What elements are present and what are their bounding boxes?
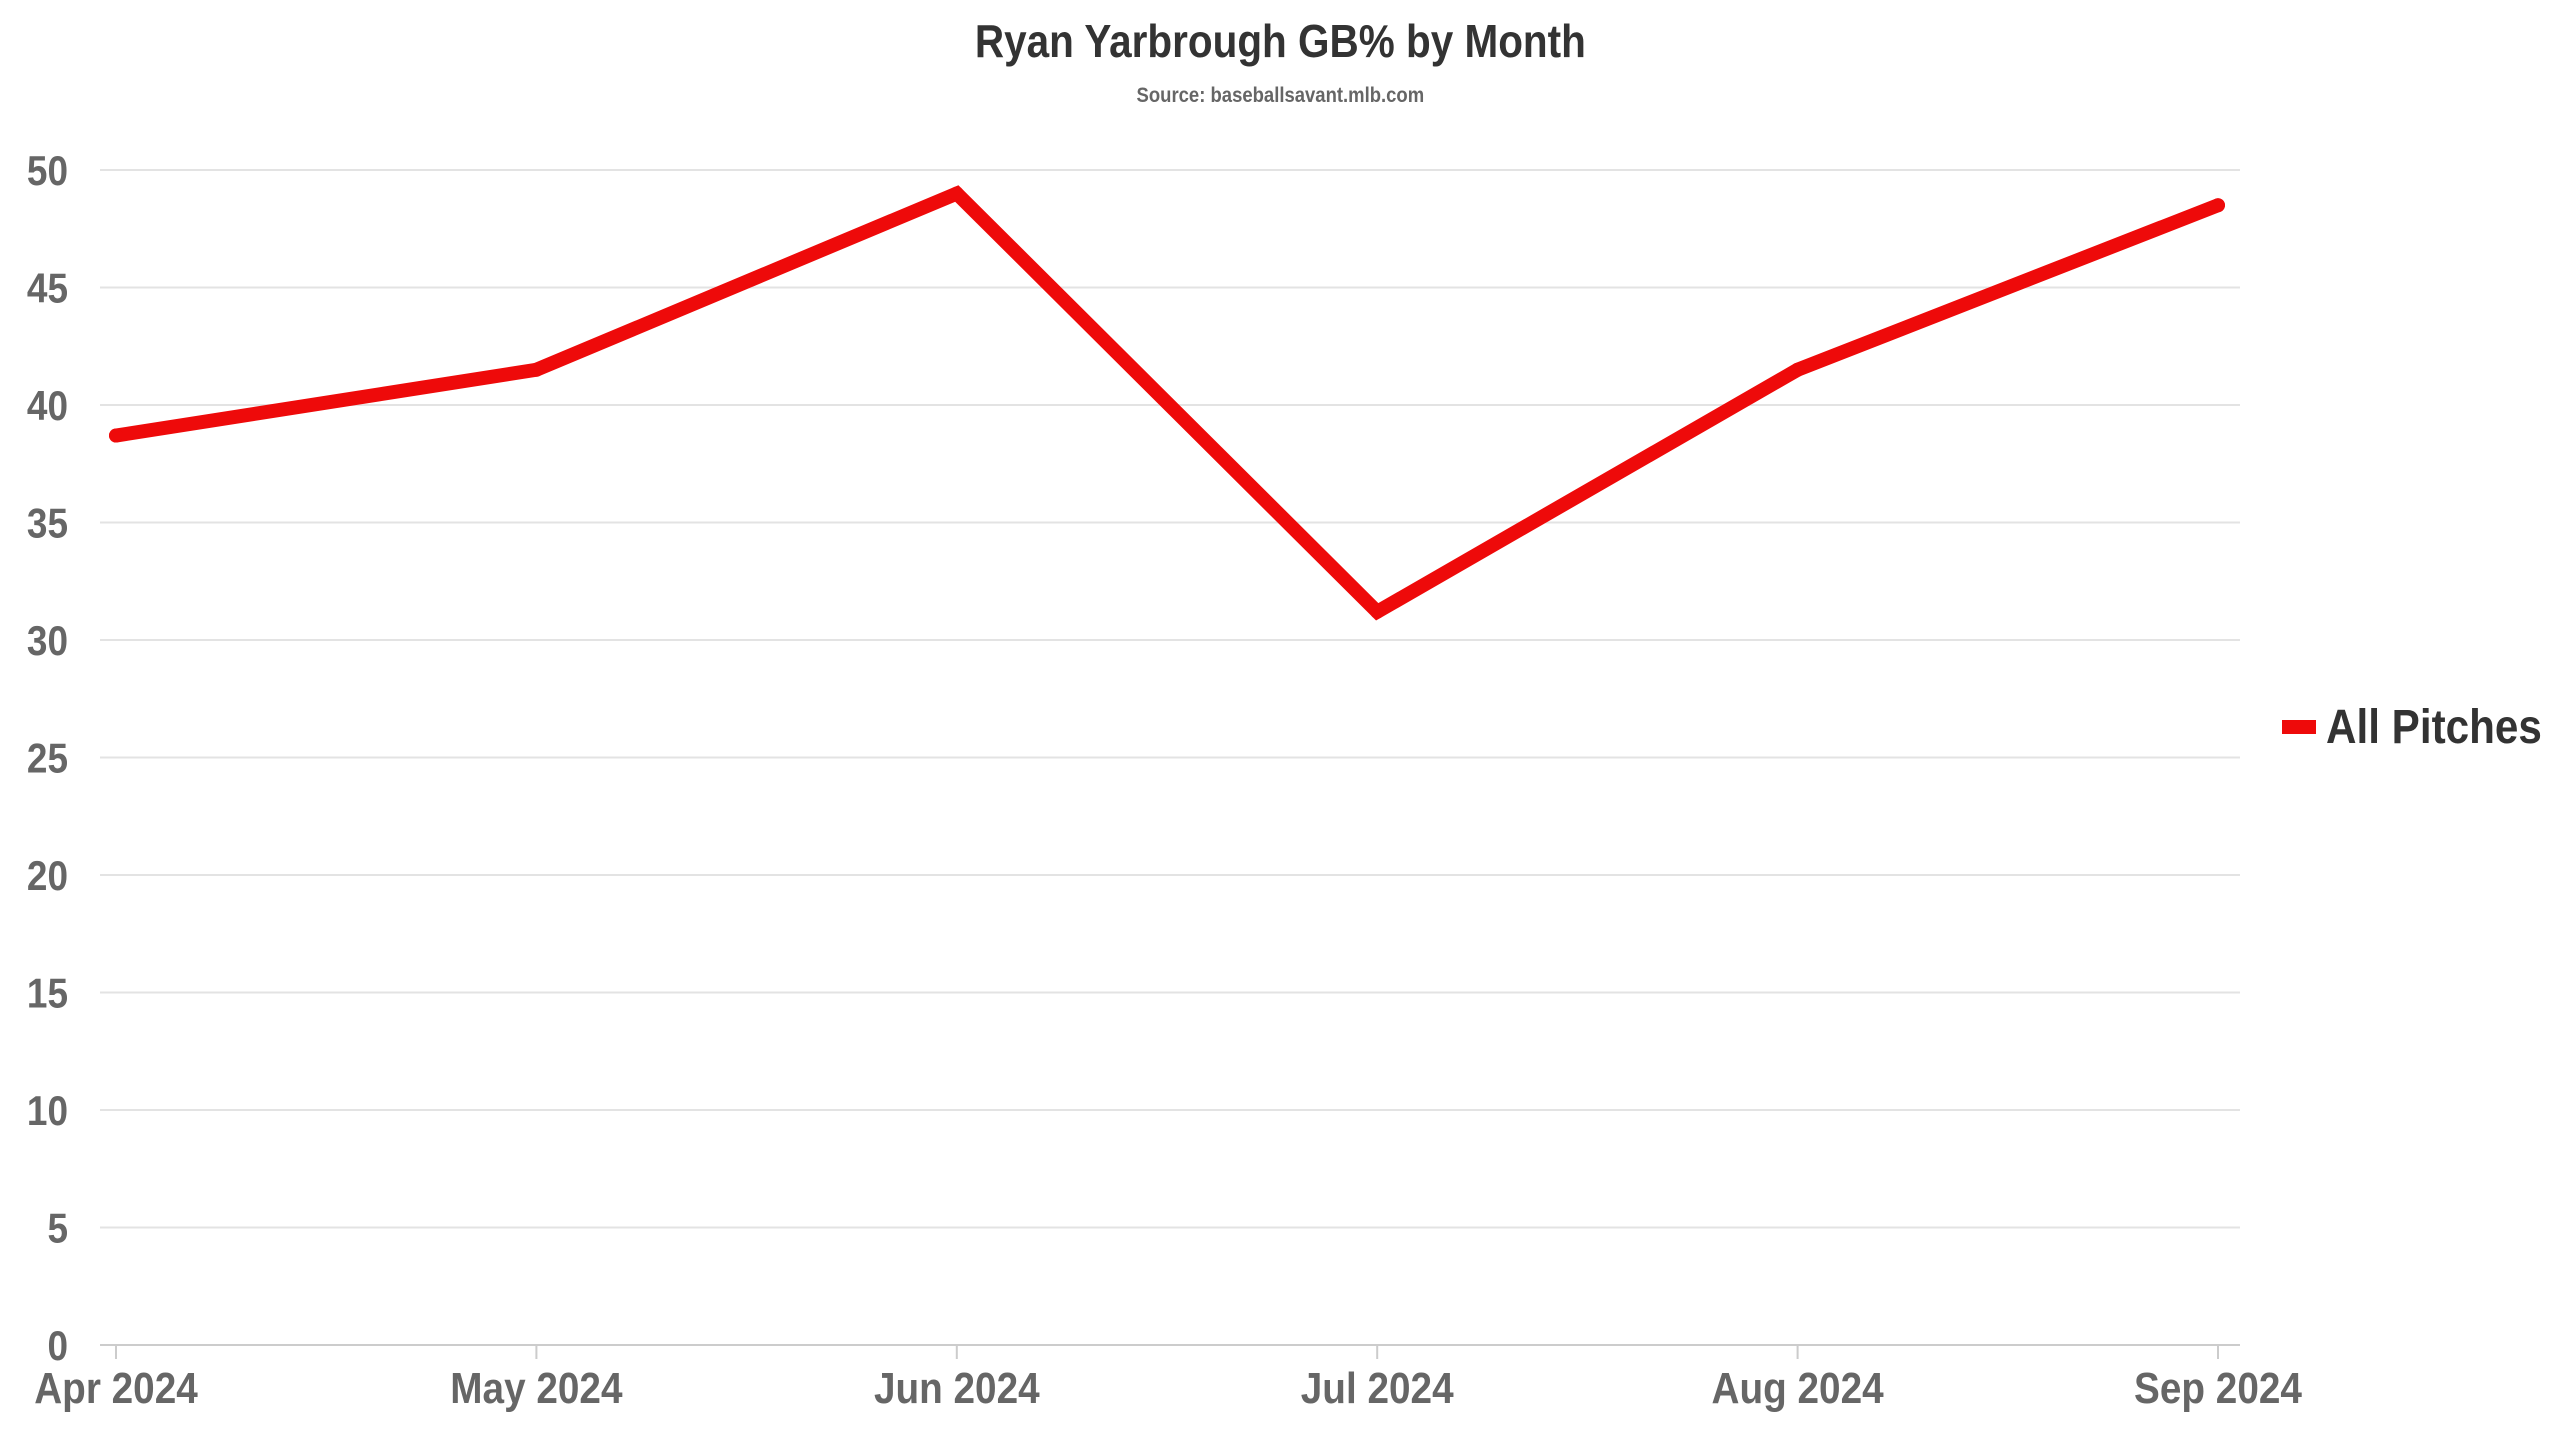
x-tick-label: Jul 2024	[1301, 1363, 1454, 1413]
y-tick-label: 40	[27, 383, 68, 430]
chart-title: Ryan Yarbrough GB% by Month	[974, 15, 1586, 67]
data-point[interactable]	[529, 362, 544, 377]
y-tick-label: 5	[47, 1205, 68, 1252]
y-tick-label: 10	[27, 1088, 68, 1135]
data-point[interactable]	[1370, 604, 1385, 619]
gridlines	[100, 169, 2240, 1229]
x-tick-label: Sep 2024	[2134, 1363, 2302, 1413]
data-point[interactable]	[1790, 362, 1805, 377]
legend[interactable]: All Pitches	[2282, 699, 2542, 754]
x-tick-label: May 2024	[450, 1363, 622, 1413]
y-axis-tick-labels: 0 5 10 15 20 25 30 35 40 45 50	[27, 148, 68, 1370]
x-tick-label: Apr 2024	[34, 1363, 198, 1413]
y-tick-label: 0	[47, 1323, 68, 1370]
y-tick-label: 15	[27, 970, 68, 1017]
chart-subtitle: Source: baseballsavant.mlb.com	[1136, 84, 1425, 107]
y-tick-label: 25	[27, 735, 68, 782]
x-tick-label: Aug 2024	[1712, 1363, 1884, 1413]
y-tick-label: 30	[27, 618, 68, 665]
data-point[interactable]	[109, 428, 123, 443]
y-tick-label: 35	[27, 500, 68, 547]
x-axis	[100, 1344, 2240, 1359]
legend-swatch	[2282, 720, 2316, 734]
legend-label: All Pitches	[2326, 699, 2542, 753]
y-tick-label: 20	[27, 853, 68, 900]
series-lines	[109, 185, 2225, 621]
y-tick-label: 50	[27, 148, 68, 195]
data-point[interactable]	[2211, 198, 2225, 213]
data-point[interactable]	[949, 186, 964, 201]
series-line-all-pitches[interactable]	[109, 185, 2225, 621]
y-tick-label: 45	[27, 265, 68, 312]
x-tick-label: Jun 2024	[874, 1363, 1040, 1413]
x-axis-tick-labels: Apr 2024 May 2024 Jun 2024 Jul 2024 Aug 2024…	[34, 1363, 2302, 1413]
